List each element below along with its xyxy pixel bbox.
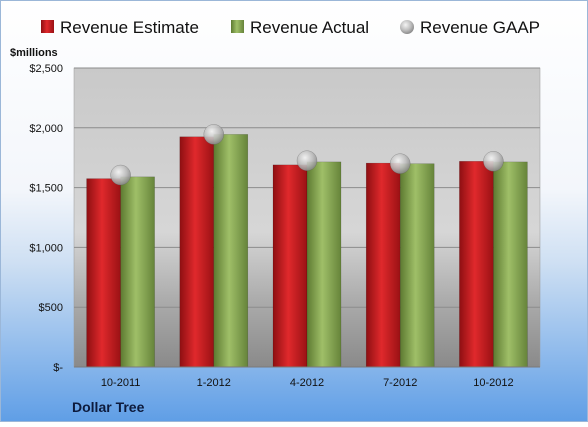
legend-label-actual: Revenue Actual — [250, 18, 369, 37]
actual-bar — [213, 134, 249, 368]
gaap-marker — [483, 151, 504, 172]
estimate-bar — [86, 178, 121, 368]
actual-bar — [493, 161, 528, 368]
y-tick-label: $2,500 — [29, 63, 63, 75]
y-tick-label: $1,500 — [29, 183, 63, 195]
gaap-marker — [296, 150, 318, 171]
y-tick-label: $1,000 — [29, 242, 63, 254]
legend-swatch-actual — [231, 20, 244, 33]
x-tick-label: 7-2012 — [383, 377, 417, 389]
legend: Revenue Estimate Revenue Actual Revenue … — [41, 18, 540, 37]
y-tick-label: $- — [53, 362, 63, 374]
legend-swatch-estimate — [41, 20, 54, 33]
company-label: Dollar Tree — [72, 399, 145, 415]
gaap-marker — [203, 124, 225, 145]
x-tick-label: 4-2012 — [290, 377, 324, 389]
x-tick-labels: 10-2011 1-2012 4-2012 7-2012 10-2012 — [101, 377, 514, 389]
y-unit-label: $millions — [10, 47, 58, 59]
estimate-bar — [272, 164, 308, 368]
y-tick-label: $500 — [39, 302, 63, 314]
x-tick-label: 10-2011 — [101, 377, 141, 389]
estimate-bar — [179, 136, 215, 368]
y-tick-labels: $- $500 $1,000 $1,500 $2,000 $2,500 — [29, 63, 63, 374]
x-tick-label: 1-2012 — [197, 377, 231, 389]
legend-label-estimate: Revenue Estimate — [60, 18, 199, 37]
legend-label-gaap: Revenue GAAP — [420, 18, 540, 37]
legend-item-actual: Revenue Actual — [231, 18, 369, 37]
legend-item-gaap: Revenue GAAP — [400, 18, 540, 37]
actual-bar — [120, 176, 155, 368]
estimate-bar — [365, 162, 401, 368]
gaap-marker — [110, 164, 131, 186]
estimate-bar — [459, 161, 494, 368]
bars-group — [86, 134, 528, 368]
y-tick-label: $2,000 — [29, 123, 63, 135]
legend-item-estimate: Revenue Estimate — [41, 18, 199, 37]
x-tick-label: 10-2012 — [473, 377, 513, 389]
actual-bar — [399, 163, 435, 368]
gaap-markers-group — [110, 124, 504, 186]
gaap-marker — [389, 153, 411, 174]
legend-swatch-gaap — [400, 20, 414, 34]
actual-bar — [306, 161, 342, 368]
